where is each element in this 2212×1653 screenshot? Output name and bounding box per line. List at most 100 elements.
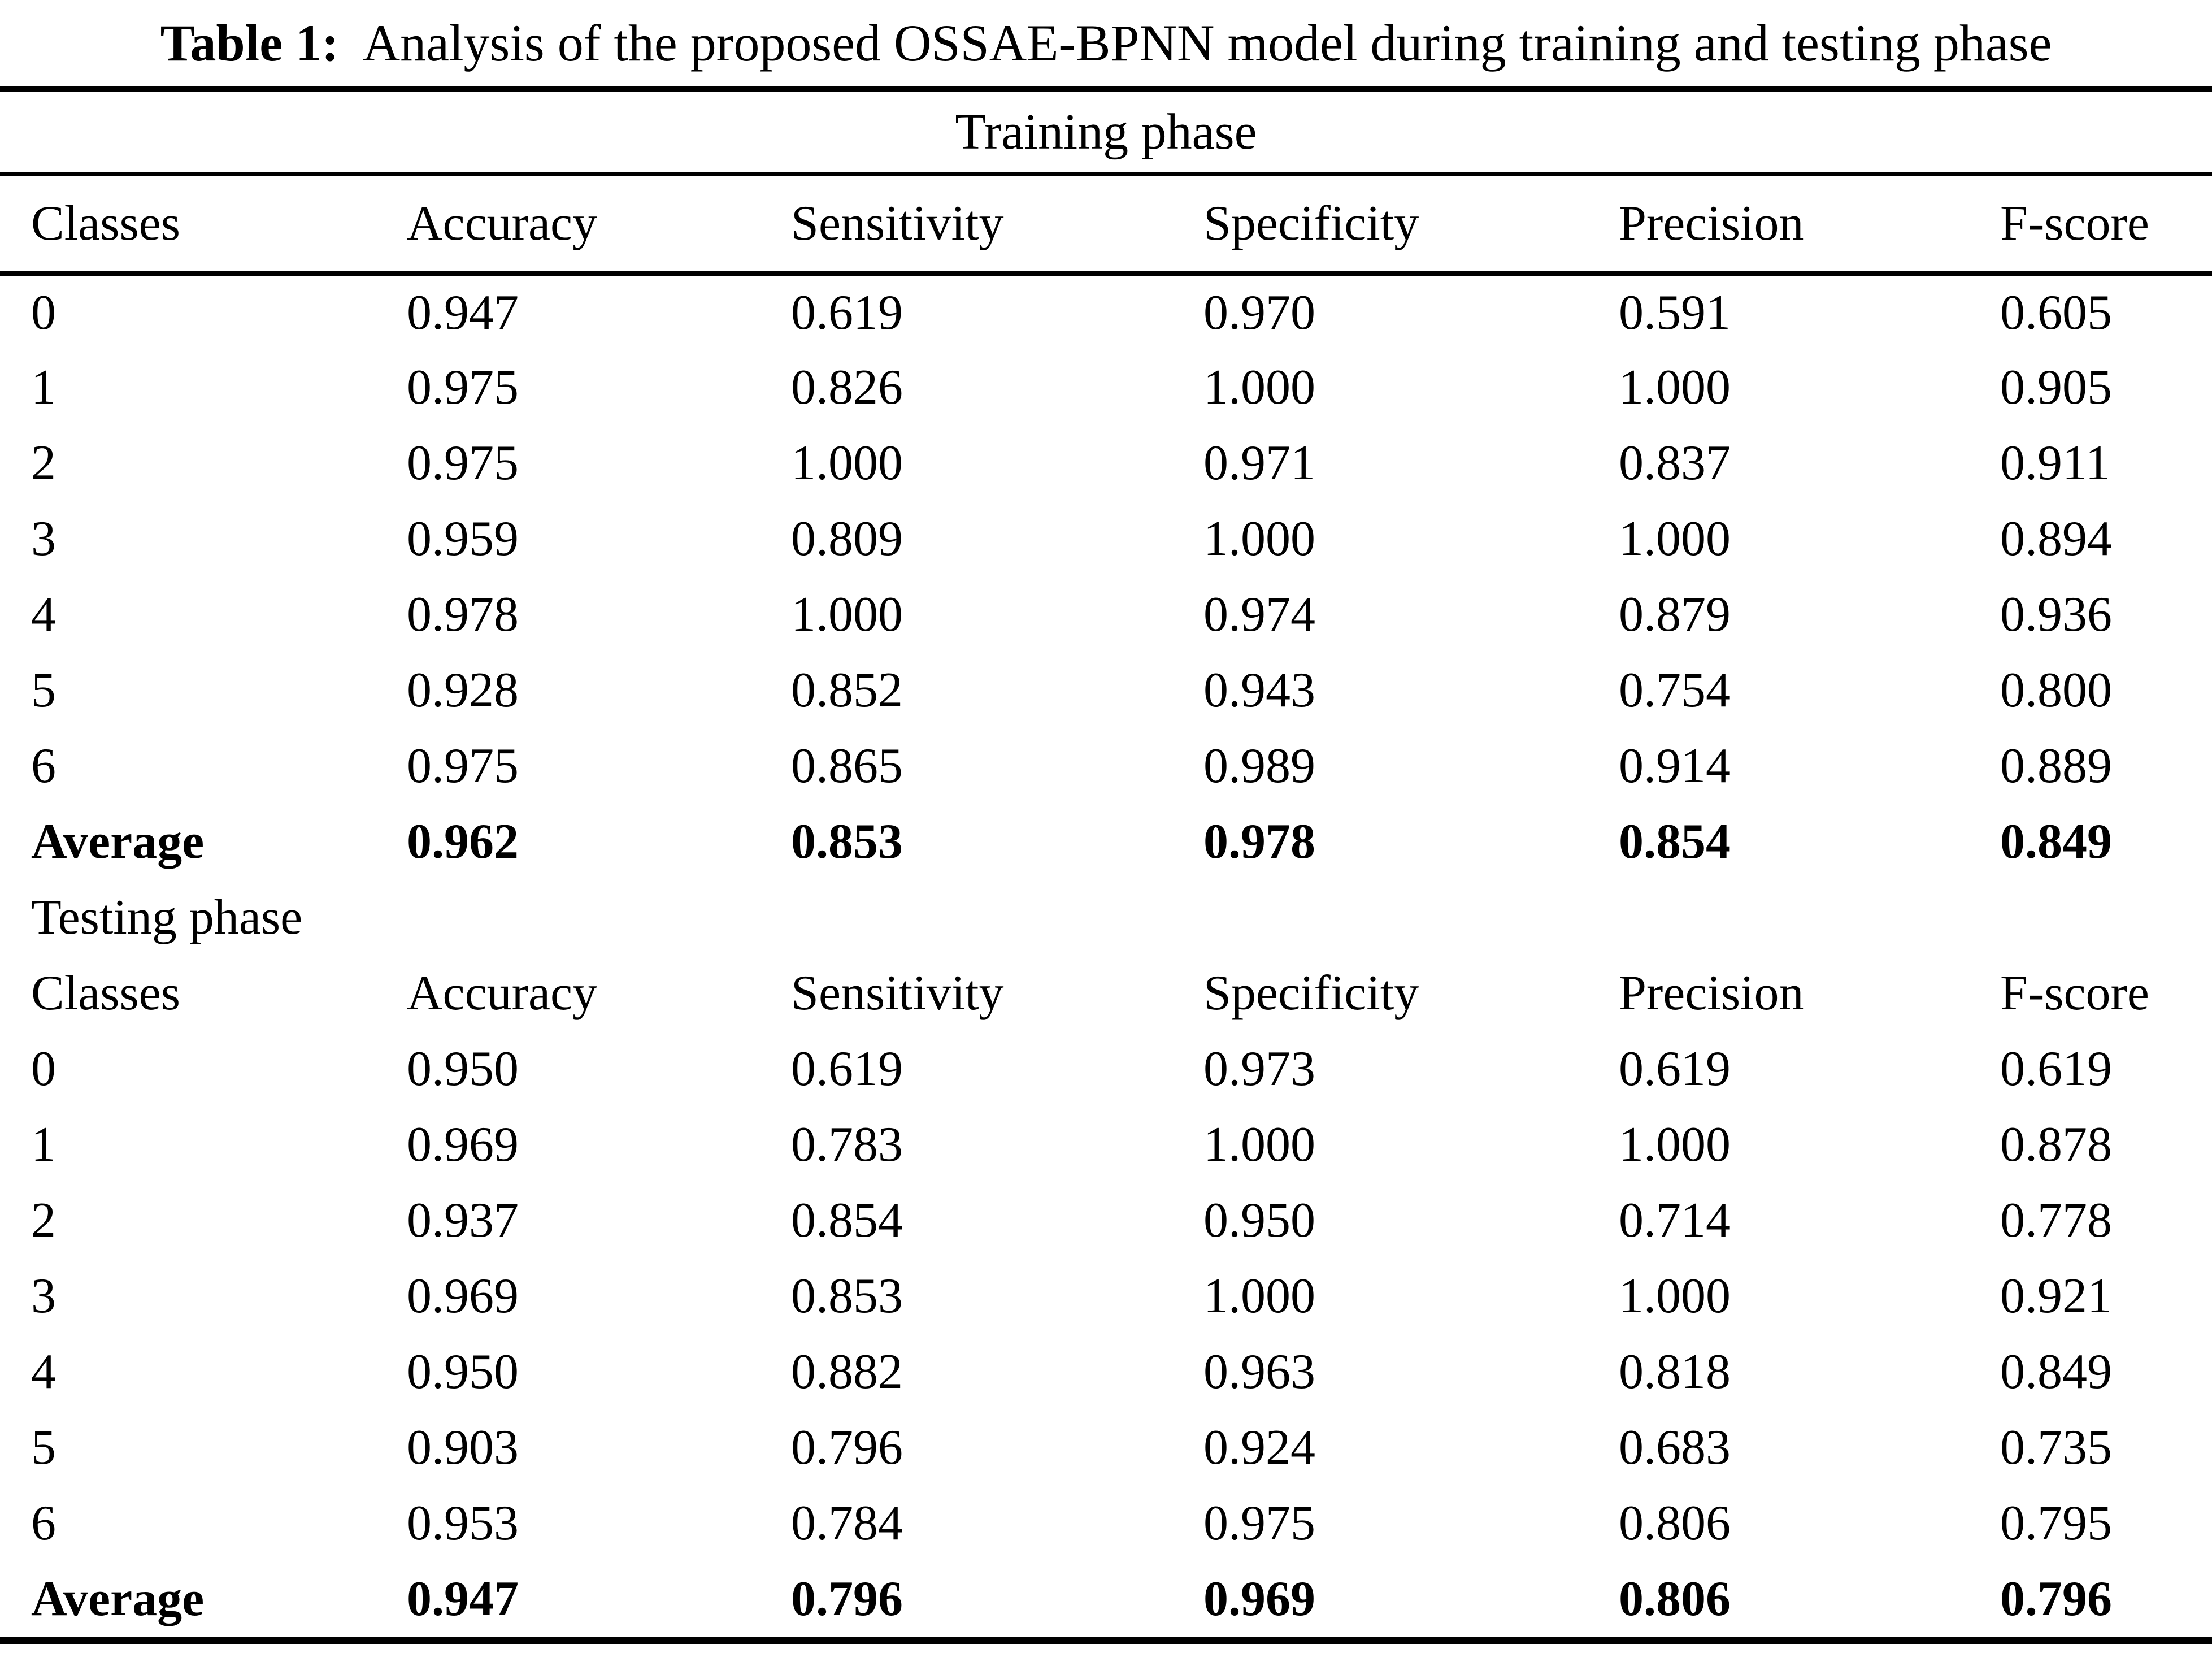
value-cell: 0.837 bbox=[1619, 435, 1731, 491]
column-header: Classes bbox=[0, 176, 407, 276]
value-cell: 0.947 bbox=[407, 285, 519, 340]
bottom-rule bbox=[0, 1637, 2212, 1644]
training-header-row: Classes Accuracy Sensitivity Specificity Pre… bbox=[0, 176, 2212, 276]
value-cell: 0.947 bbox=[407, 1571, 519, 1626]
value-cell: 1.000 bbox=[1619, 511, 1731, 566]
value-cell: 0.905 bbox=[2000, 359, 2112, 415]
column-header: Specificity bbox=[1203, 176, 1619, 276]
table-row: 6 0.953 0.784 0.975 0.806 0.795 bbox=[0, 1485, 2212, 1561]
value-cell: 0.943 bbox=[1203, 662, 1315, 718]
value-cell: 0.950 bbox=[1203, 1192, 1315, 1248]
value-cell: 1.000 bbox=[1203, 359, 1315, 415]
class-cell: 1 bbox=[31, 359, 56, 415]
value-cell: 0.826 bbox=[791, 359, 903, 415]
column-header: Accuracy bbox=[407, 965, 598, 1021]
value-cell: 1.000 bbox=[1203, 1117, 1315, 1172]
value-cell: 0.969 bbox=[407, 1268, 519, 1324]
value-cell: 0.924 bbox=[1203, 1420, 1315, 1475]
banner-rule bbox=[0, 172, 2212, 176]
table-row: 5 0.928 0.852 0.943 0.754 0.800 bbox=[0, 652, 2212, 728]
column-header: F-score bbox=[2000, 965, 2149, 1021]
table-row: 0 0.950 0.619 0.973 0.619 0.619 bbox=[0, 1031, 2212, 1107]
value-cell: 0.806 bbox=[1619, 1571, 1731, 1626]
table-row: 1 0.969 0.783 1.000 1.000 0.878 bbox=[0, 1107, 2212, 1182]
table-row: 2 0.975 1.000 0.971 0.837 0.911 bbox=[0, 425, 2212, 501]
value-cell: 0.989 bbox=[1203, 738, 1315, 793]
table-row: 4 0.950 0.882 0.963 0.818 0.849 bbox=[0, 1334, 2212, 1409]
value-cell: 1.000 bbox=[1619, 1268, 1731, 1324]
value-cell: 0.975 bbox=[1203, 1495, 1315, 1551]
class-cell: 6 bbox=[31, 1495, 56, 1551]
value-cell: 0.852 bbox=[791, 662, 903, 718]
value-cell: 0.853 bbox=[791, 1268, 903, 1324]
class-cell: Average bbox=[31, 1571, 205, 1626]
class-cell: 0 bbox=[31, 1041, 56, 1096]
table-row: 2 0.937 0.854 0.950 0.714 0.778 bbox=[0, 1182, 2212, 1258]
value-cell: 0.975 bbox=[407, 435, 519, 491]
value-cell: 0.784 bbox=[791, 1495, 903, 1551]
table-row: 1 0.975 0.826 1.000 1.000 0.905 bbox=[0, 349, 2212, 425]
testing-phase-title: Testing phase bbox=[31, 890, 303, 945]
class-cell: 3 bbox=[31, 511, 56, 566]
value-cell: 0.950 bbox=[407, 1344, 519, 1399]
value-cell: 0.978 bbox=[407, 587, 519, 642]
column-header: Classes bbox=[31, 965, 180, 1021]
value-cell: 0.865 bbox=[791, 738, 903, 793]
value-cell: 1.000 bbox=[1203, 1268, 1315, 1324]
table-row: Average 0.962 0.853 0.978 0.854 0.849 bbox=[0, 804, 2212, 879]
value-cell: 0.889 bbox=[2000, 738, 2112, 793]
table-row: 4 0.978 1.000 0.974 0.879 0.936 bbox=[0, 576, 2212, 652]
value-cell: 0.903 bbox=[407, 1420, 519, 1475]
table-caption-label: Table 1: bbox=[160, 14, 339, 72]
value-cell: 0.619 bbox=[791, 1041, 903, 1096]
value-cell: 1.000 bbox=[791, 587, 903, 642]
class-cell: Average bbox=[31, 814, 205, 869]
top-rule bbox=[0, 86, 2212, 92]
class-cell: 6 bbox=[31, 738, 56, 793]
training-phase-title: Training phase bbox=[955, 104, 1257, 160]
value-cell: 0.973 bbox=[1203, 1041, 1315, 1096]
value-cell: 0.818 bbox=[1619, 1344, 1731, 1399]
class-cell: 1 bbox=[31, 1117, 56, 1172]
class-cell: 3 bbox=[31, 1268, 56, 1324]
value-cell: 0.914 bbox=[1619, 738, 1731, 793]
value-cell: 0.878 bbox=[2000, 1117, 2112, 1172]
table-row: 3 0.969 0.853 1.000 1.000 0.921 bbox=[0, 1258, 2212, 1334]
table-row: 5 0.903 0.796 0.924 0.683 0.735 bbox=[0, 1409, 2212, 1485]
value-cell: 0.978 bbox=[1203, 814, 1315, 869]
value-cell: 0.971 bbox=[1203, 435, 1315, 491]
column-header: Sensitivity bbox=[791, 965, 1004, 1021]
value-cell: 0.854 bbox=[1619, 814, 1731, 869]
value-cell: 0.806 bbox=[1619, 1495, 1731, 1551]
value-cell: 0.928 bbox=[407, 662, 519, 718]
value-cell: 0.809 bbox=[791, 511, 903, 566]
table-row: 6 0.975 0.865 0.989 0.914 0.889 bbox=[0, 728, 2212, 804]
value-cell: 0.959 bbox=[407, 511, 519, 566]
value-cell: 1.000 bbox=[1619, 359, 1731, 415]
testing-phase-title-row: Testing phase bbox=[0, 879, 2212, 955]
value-cell: 0.683 bbox=[1619, 1420, 1731, 1475]
value-cell: 0.796 bbox=[791, 1420, 903, 1475]
value-cell: 0.849 bbox=[2000, 1344, 2112, 1399]
value-cell: 0.795 bbox=[2000, 1495, 2112, 1551]
class-cell: 4 bbox=[31, 1344, 56, 1399]
value-cell: 0.921 bbox=[2000, 1268, 2112, 1324]
value-cell: 0.969 bbox=[1203, 1571, 1315, 1626]
value-cell: 0.975 bbox=[407, 738, 519, 793]
column-header: Specificity bbox=[1203, 965, 1419, 1021]
value-cell: 0.714 bbox=[1619, 1192, 1731, 1248]
value-cell: 0.800 bbox=[2000, 662, 2112, 718]
value-cell: 0.783 bbox=[791, 1117, 903, 1172]
value-cell: 0.605 bbox=[2000, 285, 2112, 340]
table-row: 3 0.959 0.809 1.000 1.000 0.894 bbox=[0, 501, 2212, 576]
value-cell: 0.911 bbox=[2000, 435, 2110, 491]
column-header: Precision bbox=[1619, 176, 2000, 276]
class-cell: 4 bbox=[31, 587, 56, 642]
value-cell: 0.963 bbox=[1203, 1344, 1315, 1399]
value-cell: 0.854 bbox=[791, 1192, 903, 1248]
value-cell: 0.975 bbox=[407, 359, 519, 415]
value-cell: 0.619 bbox=[1619, 1041, 1731, 1096]
class-cell: 2 bbox=[31, 1192, 56, 1248]
value-cell: 1.000 bbox=[1619, 1117, 1731, 1172]
